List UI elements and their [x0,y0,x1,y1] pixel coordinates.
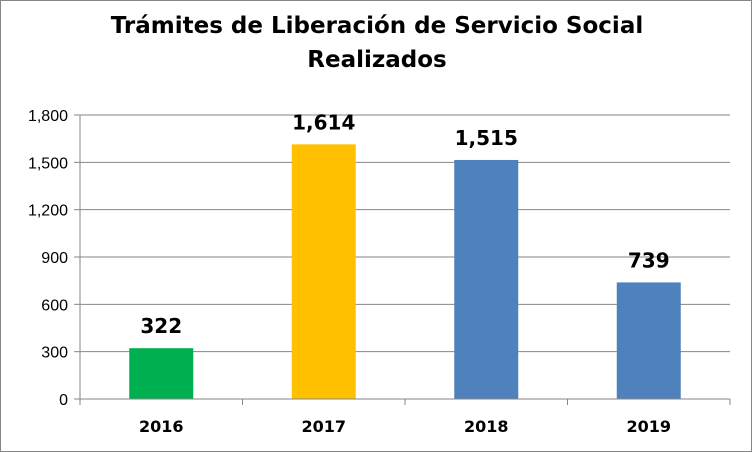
x-tick-label-2019: 2019 [626,417,671,436]
bar-2019[interactable] [616,282,681,399]
bar-2016[interactable] [129,348,194,399]
bar-2017[interactable] [291,144,356,399]
chart-title-line-1: Trámites de Liberación de Servicio Socia… [111,13,643,39]
x-tick-label-2018: 2018 [464,417,509,436]
bar-2018[interactable] [454,159,519,399]
x-tick-label-2016: 2016 [139,417,184,436]
y-tick-label: 1,200 [28,203,68,220]
y-tick-label: 300 [41,345,68,362]
y-tick-label: 1,500 [28,155,68,172]
data-label-2017: 1,614 [292,110,355,134]
y-tick-label: 1,800 [28,108,68,125]
data-label-2018: 1,515 [455,126,518,150]
chart-title-line-2: Realizados [307,47,446,73]
data-label-2016: 322 [140,314,182,338]
x-tick-label-2017: 2017 [301,417,346,436]
data-label-2019: 739 [628,248,670,272]
y-tick-label: 0 [59,392,68,409]
y-tick-label: 900 [41,250,68,267]
y-tick-label: 600 [41,297,68,314]
